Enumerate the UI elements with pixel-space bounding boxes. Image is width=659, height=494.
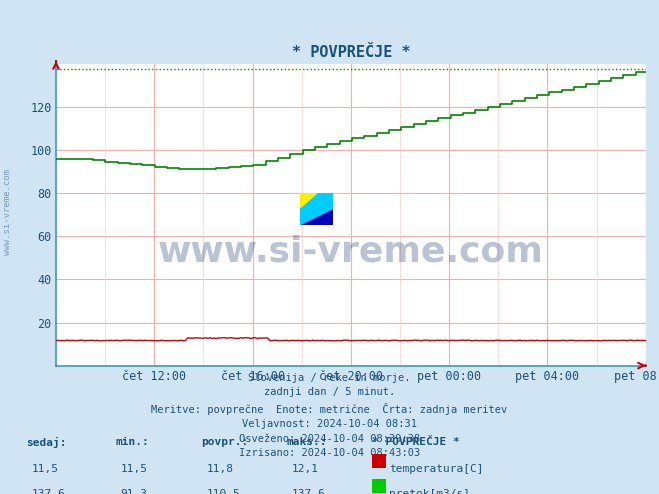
Text: 11,5: 11,5 [121,464,148,474]
Text: maks.:: maks.: [287,437,327,447]
Text: 91,3: 91,3 [121,489,148,494]
Text: 12,1: 12,1 [292,464,319,474]
Text: pretok[m3/s]: pretok[m3/s] [389,489,470,494]
Text: povpr.:: povpr.: [201,437,248,447]
Text: 11,8: 11,8 [206,464,233,474]
Text: 137,6: 137,6 [292,489,326,494]
Text: 137,6: 137,6 [32,489,65,494]
Polygon shape [300,193,333,225]
Text: min.:: min.: [115,437,149,447]
Polygon shape [300,193,316,207]
Text: www.si-vreme.com: www.si-vreme.com [158,234,544,268]
Text: sedaj:: sedaj: [26,437,67,448]
Text: Slovenija / reke in morje.
zadnji dan / 5 minut.
Meritve: povprečne  Enote: metr: Slovenija / reke in morje. zadnji dan / … [152,373,507,458]
Text: www.si-vreme.com: www.si-vreme.com [3,169,13,255]
Text: 11,5: 11,5 [32,464,59,474]
Polygon shape [300,193,333,225]
Text: 110,5: 110,5 [206,489,240,494]
Text: * POVPREČJE *: * POVPREČJE * [372,437,460,447]
Title: * POVPREČJE *: * POVPREČJE * [291,45,411,60]
Text: temperatura[C]: temperatura[C] [389,464,483,474]
